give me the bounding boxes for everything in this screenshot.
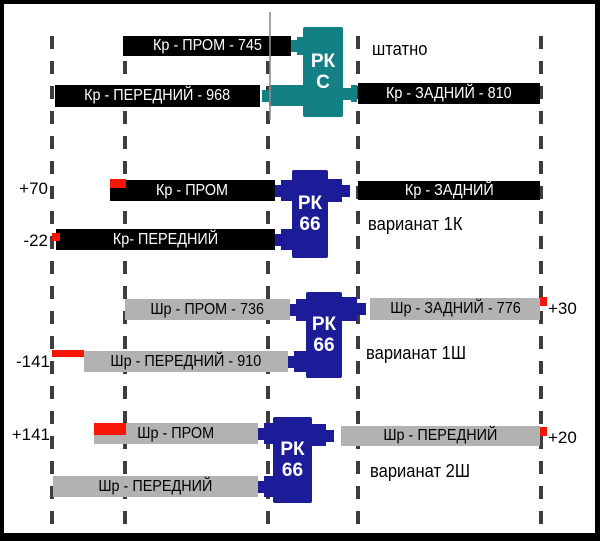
guide-line-1	[50, 36, 54, 533]
joint-connector	[262, 90, 269, 102]
joint-connector	[357, 303, 366, 315]
joint-connector	[258, 428, 264, 440]
guide-line-overlay	[269, 12, 271, 120]
bar-kr-prom: Кр - ПРОМ	[110, 180, 275, 201]
bar-kr-rear-810: Кр - ЗАДНИЙ - 810	[358, 83, 540, 104]
joint-connector	[281, 229, 292, 250]
transfer-case-rk-s: РК С	[303, 27, 343, 117]
joint-connector	[328, 179, 342, 202]
delta-label-prom-2sh: +141	[11, 425, 50, 444]
bar-shr-front-right: Шр - ПЕРЕДНИЙ	[341, 426, 540, 446]
delta-label-front-1sh: -141	[15, 352, 50, 371]
variant-label-shtatno: штатно	[372, 39, 428, 59]
delta-label-front-1k: -22	[23, 231, 48, 250]
bar-kr-prom-745: Кр - ПРОМ - 745	[123, 36, 291, 56]
transfer-case-rk-66: РК 66	[273, 417, 312, 503]
joint-connector	[264, 423, 273, 444]
joint-connector	[290, 304, 296, 316]
bar-shr-rear-776: Шр - ЗАДНИЙ - 776	[370, 298, 540, 320]
joint-connector	[297, 37, 303, 55]
joint-connector	[342, 297, 357, 321]
delta-marker	[94, 423, 126, 435]
transfer-case-rk-66: РК 66	[292, 170, 328, 258]
joint-connector	[296, 299, 306, 321]
guide-line-4	[356, 36, 360, 533]
joint-connector	[264, 476, 273, 497]
delta-marker	[52, 350, 84, 357]
joint-connector	[294, 351, 306, 372]
joint-connector	[291, 40, 297, 52]
bar-shr-prom-736: Шр - ПРОМ - 736	[125, 299, 290, 320]
joint-connector	[288, 356, 294, 368]
delta-label-front-2sh: +20	[548, 428, 577, 447]
joint-connector	[326, 430, 334, 442]
guide-line-2	[123, 36, 127, 533]
delta-label-rear-1sh: +30	[548, 299, 577, 318]
joint-connector	[275, 234, 281, 246]
bar-shr-front-bottom: Шр - ПЕРЕДНИЙ	[53, 476, 258, 497]
delta-marker	[110, 179, 126, 188]
guide-line-3	[266, 36, 270, 533]
bar-kr-rear: Кр - ЗАДНИЙ	[358, 181, 540, 200]
delta-marker	[52, 233, 60, 241]
bar-shr-prom: Шр - ПРОМ	[94, 423, 258, 444]
variant-label-1sh: варианат 1Ш	[366, 343, 467, 363]
variant-label-1k: варианат 1К	[368, 214, 463, 234]
bar-shr-front-910: Шр - ПЕРЕДНИЙ - 910	[84, 351, 288, 372]
joint-connector	[343, 88, 351, 100]
variant-label-2sh: варианат 2Ш	[370, 461, 471, 481]
joint-connector	[342, 185, 350, 197]
guide-line-5	[539, 36, 543, 533]
bar-kr-front-968: Кр - ПЕРЕДНИЙ - 968	[55, 85, 260, 107]
delta-marker	[540, 427, 547, 436]
joint-connector	[275, 185, 281, 197]
joint-connector	[351, 85, 357, 102]
transfer-case-rk-66: РК 66	[306, 292, 342, 378]
delta-label-prom-1k: +70	[19, 179, 48, 198]
joint-connector	[258, 481, 264, 493]
joint-connector	[281, 180, 292, 201]
joint-connector	[269, 85, 303, 106]
bar-kr-front: Кр- ПЕРЕДНИЙ	[56, 229, 275, 250]
delta-marker	[540, 297, 547, 306]
joint-connector	[312, 424, 326, 446]
